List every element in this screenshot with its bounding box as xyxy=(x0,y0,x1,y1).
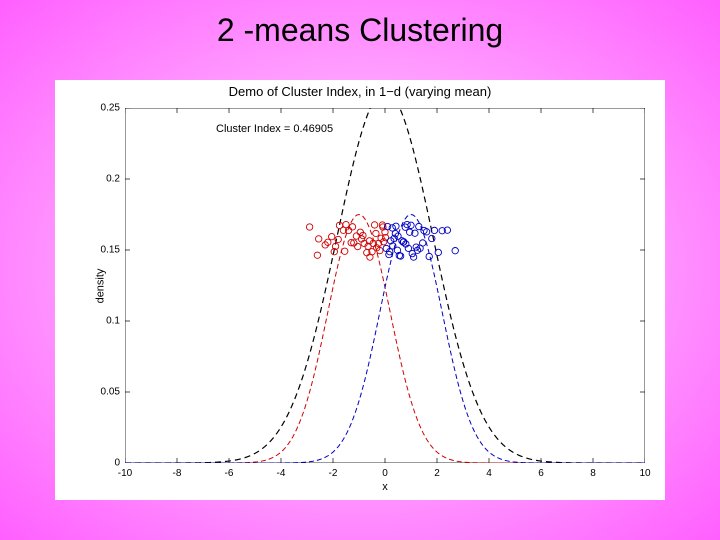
cluster-index-label: Cluster Index = 0.46905 xyxy=(216,123,333,135)
x-tick-label: 10 xyxy=(639,468,650,479)
chart-container: Demo of Cluster Index, in 1−d (varying m… xyxy=(55,80,665,500)
x-tick-label: -2 xyxy=(329,468,338,479)
y-tick-label: 0.05 xyxy=(90,387,120,398)
x-tick-label: 4 xyxy=(486,468,492,479)
x-tick-label: 0 xyxy=(382,468,388,479)
y-tick-label: 0.25 xyxy=(90,103,120,114)
x-tick-label: -8 xyxy=(173,468,182,479)
y-tick-label: 0.1 xyxy=(90,316,120,327)
plot-svg xyxy=(125,108,645,463)
y-tick-label: 0 xyxy=(90,458,120,469)
slide-title: 2 -means Clustering xyxy=(0,0,720,49)
x-tick-label: -4 xyxy=(277,468,286,479)
y-tick-label: 0.2 xyxy=(90,174,120,185)
x-tick-label: 6 xyxy=(538,468,544,479)
plot-area: density x Cluster Index = 0.46905 -10-8-… xyxy=(125,108,645,463)
x-tick-label: -10 xyxy=(118,468,132,479)
x-tick-label: -6 xyxy=(225,468,234,479)
y-tick-label: 0.15 xyxy=(90,245,120,256)
x-tick-label: 2 xyxy=(434,468,440,479)
x-axis-label: x xyxy=(382,481,388,493)
chart-title: Demo of Cluster Index, in 1−d (varying m… xyxy=(55,84,665,99)
x-tick-label: 8 xyxy=(590,468,596,479)
y-axis-label: density xyxy=(94,268,106,303)
